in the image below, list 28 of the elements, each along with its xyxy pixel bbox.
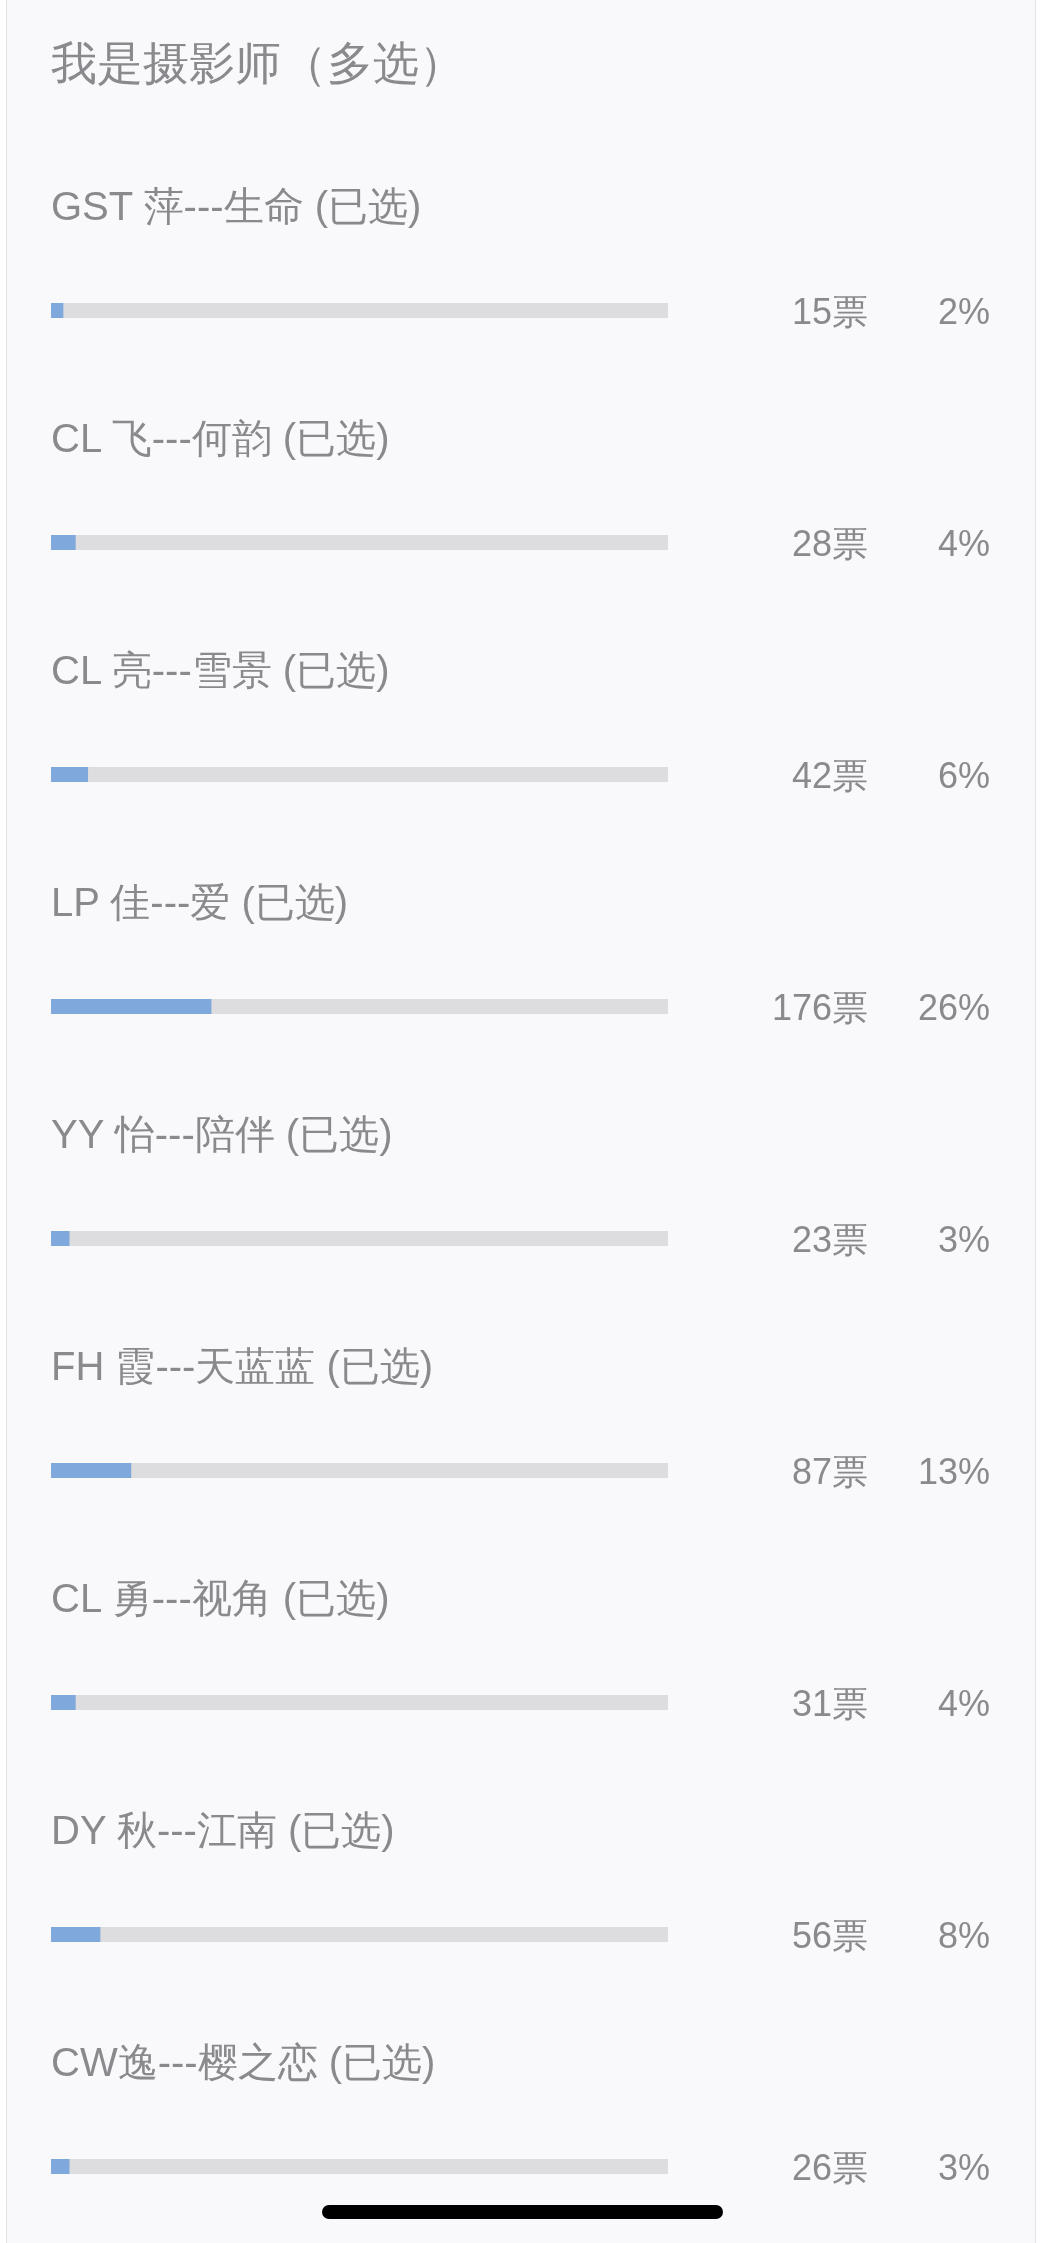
- y-tick-label: CL 亮---雪景 (已选): [51, 647, 390, 692]
- data-label: 4%: [937, 522, 990, 564]
- text: 56票: [791, 1914, 868, 1956]
- text: 23票: [791, 1218, 868, 1260]
- y-tick-label: GST 萍---生命 (已选): [51, 183, 422, 228]
- y-tick-label: DY 秋---江南 (已选): [51, 1807, 395, 1852]
- text: 26票: [791, 2146, 868, 2188]
- text: 176票: [771, 986, 868, 1028]
- data-label: 6%: [937, 754, 990, 796]
- y-tick-label: CL 飞---何韵 (已选): [51, 415, 390, 460]
- data-label: 13%: [917, 1450, 990, 1492]
- data-label: 3%: [937, 2146, 990, 2188]
- data-label: 8%: [937, 1914, 990, 1956]
- text: 42票: [791, 754, 868, 796]
- y-tick-label: FH 霞---天蓝蓝 (已选): [51, 1343, 434, 1388]
- y-tick-label: LP 佳---爱 (已选): [51, 879, 349, 924]
- y-tick-label: CL 勇---视角 (已选): [51, 1575, 390, 1620]
- data-label: 2%: [937, 290, 990, 332]
- text: 31票: [791, 1682, 868, 1724]
- data-label: 4%: [937, 1682, 990, 1724]
- y-tick-label: CW逸---樱之恋 (已选): [51, 2039, 436, 2084]
- data-label: 26%: [917, 986, 990, 1028]
- data-label: 3%: [937, 1218, 990, 1260]
- chart-title: 我是摄影师（多选）: [51, 37, 465, 89]
- text: 87票: [791, 1450, 868, 1492]
- text: 15票: [791, 290, 868, 332]
- y-tick-label: YY 怡---陪伴 (已选): [51, 1111, 393, 1156]
- text: 28票: [791, 522, 868, 564]
